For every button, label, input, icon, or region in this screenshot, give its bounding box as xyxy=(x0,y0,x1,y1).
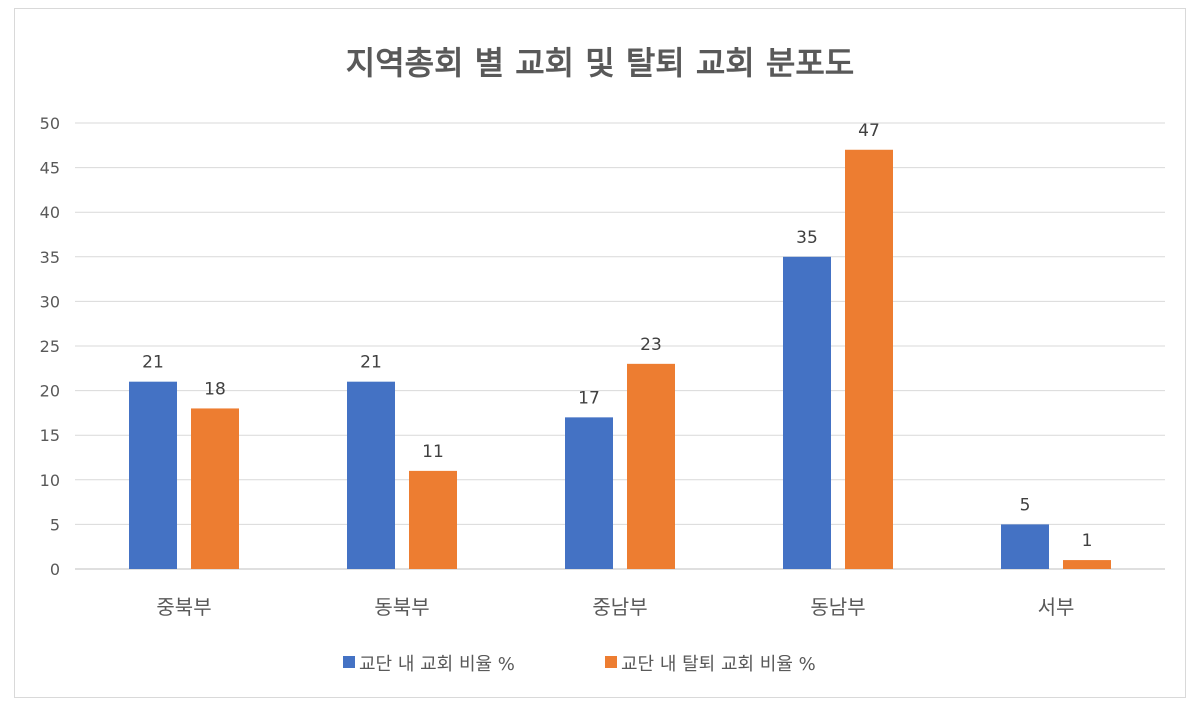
bar xyxy=(783,256,831,569)
bar xyxy=(565,417,613,569)
y-tick-label: 25 xyxy=(40,337,60,356)
y-tick-label: 50 xyxy=(40,114,60,133)
legend-label: 교단 내 탈퇴 교회 비율 % xyxy=(621,654,816,675)
chart-title: 지역총회 별 교회 및 탈퇴 교회 분포도 xyxy=(346,44,854,82)
bar xyxy=(1001,524,1049,569)
y-tick-label: 20 xyxy=(40,382,60,401)
legend-swatch xyxy=(343,656,355,668)
data-label: 11 xyxy=(422,442,444,462)
data-label: 17 xyxy=(578,388,600,408)
y-tick-label: 30 xyxy=(40,292,60,311)
bar xyxy=(409,470,457,569)
bar xyxy=(347,381,395,569)
y-tick-label: 0 xyxy=(50,560,60,579)
data-label: 21 xyxy=(142,353,164,373)
data-label: 5 xyxy=(1020,495,1031,515)
data-label: 23 xyxy=(640,335,662,355)
y-tick-label: 5 xyxy=(50,515,60,534)
legend-swatch xyxy=(605,656,617,668)
y-tick-label: 35 xyxy=(40,248,60,267)
data-label: 18 xyxy=(204,379,226,399)
chart-frame xyxy=(14,8,1186,698)
bar xyxy=(627,363,675,569)
y-tick-label: 10 xyxy=(40,471,60,490)
bar xyxy=(1063,560,1111,569)
data-label: 21 xyxy=(360,353,382,373)
x-category-label: 중북부 xyxy=(156,595,211,619)
bar xyxy=(191,408,239,569)
bar xyxy=(845,149,893,569)
bar xyxy=(129,381,177,569)
legend-label: 교단 내 교회 비율 % xyxy=(359,654,515,675)
data-label: 47 xyxy=(858,121,880,141)
data-label: 35 xyxy=(796,228,818,248)
x-category-label: 동남부 xyxy=(810,595,865,619)
y-tick-label: 45 xyxy=(40,159,60,178)
x-category-label: 동북부 xyxy=(374,595,429,619)
y-tick-label: 40 xyxy=(40,203,60,222)
y-tick-label: 15 xyxy=(40,426,60,445)
x-category-label: 중남부 xyxy=(592,595,647,619)
data-label: 1 xyxy=(1082,531,1093,551)
x-category-label: 서부 xyxy=(1038,595,1075,619)
